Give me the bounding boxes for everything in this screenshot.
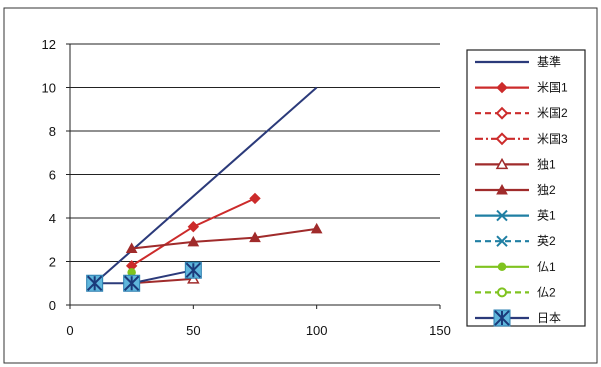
y-tick-labels: 0 2 4 6 8 10 12 [42,37,70,313]
data-point [310,222,323,234]
legend-label: 独1 [537,157,556,171]
legend-label: 英1 [537,209,556,223]
legend-entry: 米国3 [475,132,568,146]
legend-label: 英2 [537,234,556,248]
series-5 [125,222,323,253]
data-point [86,274,104,292]
x-tick-labels: 0 50 100 150 [66,305,451,338]
y-tick-label: 2 [49,255,56,270]
data-point [125,242,138,253]
legend-entry: 米国2 [475,106,568,120]
legend-label: 独2 [537,183,556,197]
data-point [249,231,261,243]
data-point [127,268,136,277]
data-point [184,261,202,279]
legend-marker [497,262,507,272]
legend-label: 米国1 [537,81,568,95]
legend-box [466,49,586,327]
legend-entry: 独2 [475,183,556,197]
y-tick-label: 10 [42,81,56,96]
legend-marker [495,106,509,120]
legend-entry: 基準 [475,54,561,69]
x-tick-label: 50 [186,323,200,338]
data-point [187,220,200,233]
legend-entry: 英1 [475,209,556,223]
legend-marker [495,157,509,170]
legend-label: 仏1 [537,260,556,274]
legend-entry: 米国1 [475,81,568,95]
y-tick-label: 12 [42,37,56,52]
legend-label: 仏2 [537,285,556,299]
x-tick-label: 0 [66,323,73,338]
legend-marker [496,183,508,195]
legend-marker [493,309,511,327]
series-lines [86,86,323,292]
series-10 [86,261,202,292]
legend-label: 日本 [537,311,561,325]
data-point [187,235,200,247]
legend-label: 基準 [537,54,561,69]
y-tick-label: 4 [49,211,56,226]
y-tick-label: 6 [49,168,56,183]
x-tick-label: 100 [306,323,328,338]
data-point [249,192,261,205]
series-line-5 [131,227,317,250]
legend-entry: 仏1 [475,260,556,274]
legend-label: 米国2 [537,106,568,120]
series-line-4 [131,277,194,285]
x-tick-label: 150 [429,323,451,338]
legend-marker [497,287,507,298]
legend-entry: 仏2 [475,285,556,299]
y-tick-label: 8 [49,124,56,139]
legend-marker [495,132,509,146]
legend-marker [496,209,508,222]
y-tick-label: 0 [49,298,56,313]
legend-label: 米国3 [537,132,568,146]
legend-entry: 英2 [475,234,556,248]
series-8 [127,268,136,277]
legend-marker [496,235,508,247]
data-point [123,274,141,292]
legend-entry: 日本 [475,309,561,327]
legend-marker [496,81,508,94]
legend-entry: 独1 [475,157,556,171]
